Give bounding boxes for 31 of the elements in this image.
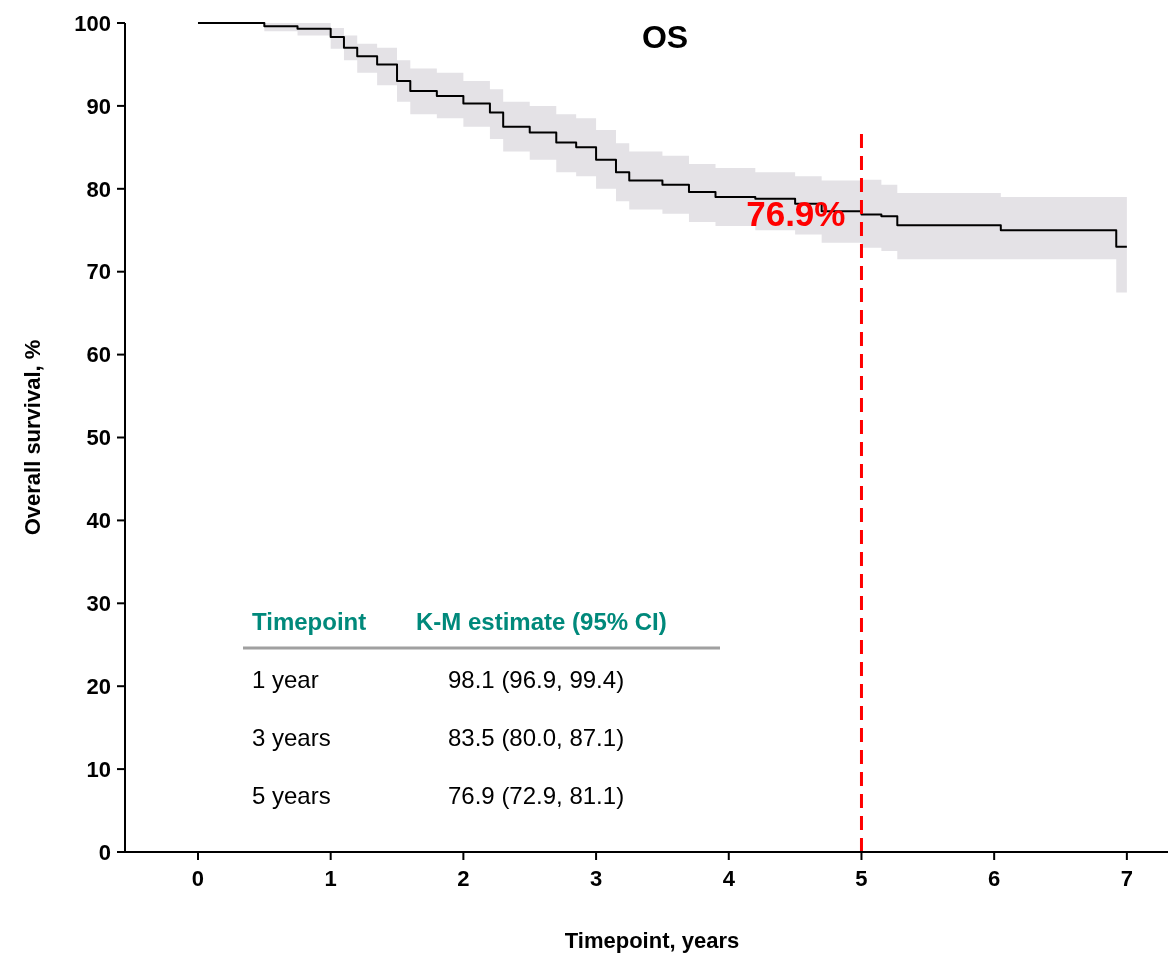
annotation: 98.1 (96.9, 99.4) — [448, 666, 625, 693]
x-tick-label: 5 — [855, 866, 868, 891]
annotation: 83.5 (80.0, 87.1) — [448, 724, 625, 751]
annotation: 5 years — [252, 782, 331, 809]
annotation: 1 year — [252, 666, 319, 693]
annotation: 76.9 (72.9, 81.1) — [448, 782, 625, 809]
y-tick-label: 70 — [86, 259, 111, 285]
x-tick-label: 1 — [324, 866, 337, 891]
y-tick-label: 60 — [86, 342, 111, 368]
y-tick-label: 50 — [86, 425, 111, 451]
annotation: Timepoint — [252, 608, 367, 635]
x-tick-label: 3 — [589, 866, 603, 891]
annotation: K-M estimate (95% CI) — [416, 608, 667, 635]
y-tick-label: 100 — [74, 10, 111, 36]
y-tick-label: 40 — [86, 508, 111, 534]
annotation: 76.9% — [746, 194, 846, 234]
y-tick-label: 20 — [86, 673, 111, 699]
annotation: 3 years — [252, 724, 331, 751]
x-tick-label: 0 — [191, 866, 205, 891]
chart-title: OS — [641, 19, 689, 55]
y-tick-label: 0 — [98, 839, 111, 865]
y-tick-label: 90 — [86, 93, 111, 119]
x-axis-title: Timepoint, years — [564, 928, 740, 953]
x-tick-label: 2 — [457, 866, 470, 891]
y-tick-label: 80 — [86, 176, 111, 202]
x-tick-label: 4 — [722, 866, 736, 891]
y-tick-label: 10 — [86, 756, 111, 782]
y-axis-title: Overall survival, % — [20, 339, 45, 536]
x-tick-label: 7 — [1120, 866, 1133, 891]
x-tick-label: 6 — [988, 866, 1001, 891]
y-tick-label: 30 — [86, 591, 111, 616]
